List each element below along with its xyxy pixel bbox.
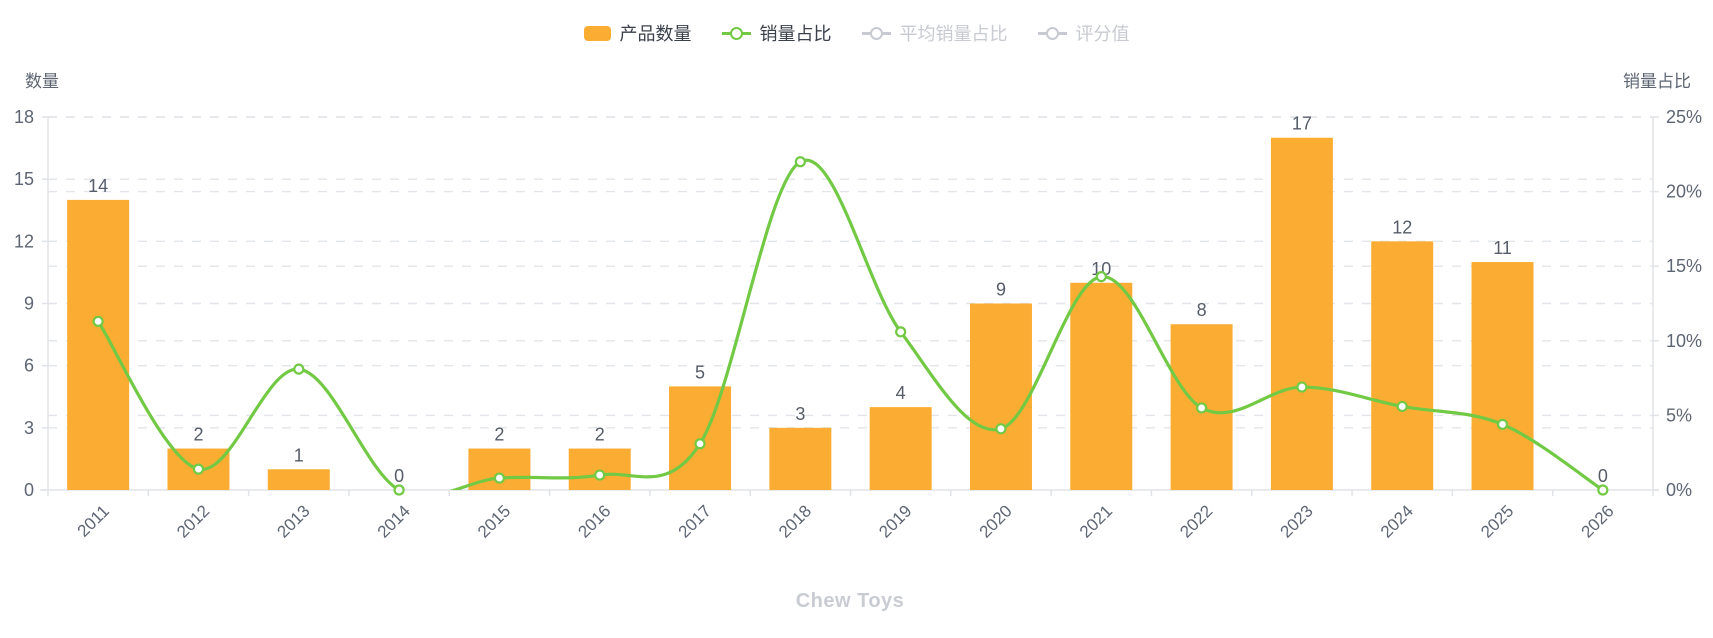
line-point-2023[interactable] — [1296, 381, 1308, 393]
left-axis-tick-label: 12 — [14, 231, 34, 251]
line-point-2014[interactable] — [393, 484, 405, 496]
line-point-2015[interactable] — [493, 472, 506, 484]
right-axis-tick-label: 0% — [1666, 480, 1692, 500]
left-axis-tick-label: 18 — [14, 107, 34, 127]
bar-value-label-2013: 1 — [294, 445, 304, 465]
bar-2018[interactable] — [769, 427, 832, 490]
bar-2016[interactable] — [568, 448, 631, 490]
line-point-2012[interactable] — [192, 463, 205, 475]
left-axis-tick-label: 0 — [24, 480, 34, 500]
line-point-2022[interactable] — [1195, 402, 1208, 414]
legend-item-label: 产品数量 — [619, 24, 692, 44]
bar-value-label-2016: 2 — [595, 425, 605, 445]
legend-item-label: 销量占比 — [759, 24, 832, 44]
x-axis-label-2026: 2026 — [1577, 501, 1617, 541]
line-point-2025[interactable] — [1496, 418, 1509, 430]
legend-line-swatch-icon — [861, 26, 891, 41]
legend-line-swatch-icon — [721, 26, 751, 41]
x-axis-label-2011: 2011 — [74, 501, 113, 540]
legend-item-avg-sales-share[interactable]: 平均销量占比 — [861, 20, 1008, 46]
right-axis-tick-label: 10% — [1666, 331, 1702, 351]
x-axis-label-2024: 2024 — [1377, 501, 1417, 541]
bar-2024[interactable] — [1371, 241, 1434, 490]
bar-value-label-2023: 17 — [1292, 114, 1312, 134]
x-axis-label-2017: 2017 — [675, 501, 715, 541]
bar-value-label-2021: 10 — [1091, 259, 1111, 279]
legend-line-swatch-icon — [1037, 26, 1067, 41]
bar-2020[interactable] — [969, 303, 1032, 491]
bar-value-label-2026: 0 — [1598, 466, 1608, 486]
x-axis-label-2012: 2012 — [173, 501, 213, 541]
legend-item-label: 评分值 — [1075, 24, 1130, 44]
right-axis-title: 销量占比 — [1623, 72, 1691, 91]
left-axis-title: 数量 — [25, 72, 59, 91]
legend-bar-swatch-icon — [583, 25, 611, 41]
bar-value-label-2017: 5 — [695, 362, 705, 382]
x-axis-label-2015: 2015 — [474, 501, 514, 541]
line-point-2013[interactable] — [293, 363, 305, 375]
legend-item-sales-share[interactable]: 销量占比 — [721, 20, 832, 46]
bar-value-label-2022: 8 — [1197, 300, 1207, 320]
line-point-2018[interactable] — [794, 156, 806, 168]
line-point-2021[interactable] — [1095, 271, 1107, 283]
bar-value-label-2020: 9 — [996, 280, 1006, 300]
x-axis-label-2013: 2013 — [273, 501, 313, 541]
bar-value-label-2025: 11 — [1493, 238, 1512, 258]
bar-value-label-2019: 4 — [896, 383, 906, 403]
x-axis-label-2019: 2019 — [875, 501, 915, 541]
bar-value-label-2024: 12 — [1392, 217, 1412, 237]
left-axis-tick-label: 15 — [14, 169, 34, 189]
right-axis-tick-label: 15% — [1666, 256, 1702, 276]
right-axis-tick-label: 20% — [1666, 182, 1702, 202]
bar-2021[interactable] — [1070, 282, 1133, 490]
bar-2013[interactable] — [267, 469, 330, 490]
x-axis-label-2023: 2023 — [1277, 501, 1317, 541]
line-point-2019[interactable] — [895, 326, 907, 338]
chart-title: Chew Toys — [795, 590, 905, 612]
x-axis-label-2018: 2018 — [775, 501, 815, 541]
left-axis-tick-label: 6 — [24, 356, 34, 376]
right-axis-tick-label: 5% — [1666, 405, 1692, 425]
bar-2011[interactable] — [67, 199, 130, 490]
legend-item-product-count[interactable]: 产品数量 — [583, 20, 692, 46]
bar-value-label-2014: 0 — [394, 466, 404, 486]
bar-value-label-2011: 14 — [88, 176, 108, 196]
x-axis-label-2020: 2020 — [976, 501, 1016, 541]
bar-value-label-2018: 3 — [795, 404, 805, 424]
bar-2023[interactable] — [1270, 137, 1333, 490]
bar-value-label-2012: 2 — [193, 425, 203, 445]
x-axis-label-2022: 2022 — [1176, 501, 1216, 541]
legend: 产品数量 销量占比 平均销量占比 评分值 — [0, 20, 1713, 46]
line-point-2011[interactable] — [92, 315, 104, 328]
line-point-2026[interactable] — [1597, 484, 1609, 496]
line-point-2017[interactable] — [694, 438, 706, 450]
x-axis-label-2021: 2021 — [1076, 501, 1116, 541]
right-axis-tick-label: 25% — [1666, 107, 1702, 127]
line-point-2024[interactable] — [1396, 400, 1408, 413]
bar-2025[interactable] — [1471, 262, 1534, 490]
line-point-2020[interactable] — [995, 423, 1007, 435]
bar-value-label-2015: 2 — [494, 425, 504, 445]
bar-2019[interactable] — [869, 407, 932, 490]
legend-item-label: 平均销量占比 — [899, 24, 1008, 44]
left-axis-tick-label: 9 — [24, 294, 34, 314]
left-axis-tick-label: 3 — [24, 418, 34, 438]
x-axis-label-2014: 2014 — [374, 501, 414, 541]
x-axis-label-2016: 2016 — [574, 501, 614, 541]
line-point-2016[interactable] — [594, 469, 606, 481]
legend-item-rating-value[interactable]: 评分值 — [1037, 20, 1130, 46]
x-axis-label-2025: 2025 — [1477, 501, 1517, 541]
